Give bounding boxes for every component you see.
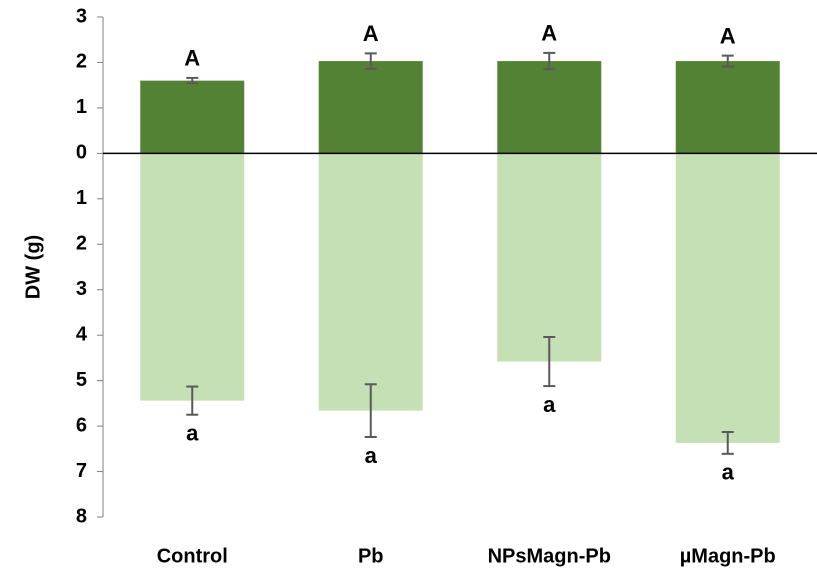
bar bbox=[318, 61, 423, 154]
y-tick-label: 0 bbox=[76, 142, 87, 164]
error-bar bbox=[186, 76, 199, 85]
error-bar bbox=[364, 383, 377, 438]
bar bbox=[675, 61, 780, 154]
significance-letter: A bbox=[184, 46, 200, 71]
y-tick-label: 3 bbox=[76, 278, 87, 300]
y-tick-label: 4 bbox=[76, 323, 88, 345]
bar bbox=[675, 153, 780, 443]
y-tick-label: 6 bbox=[76, 414, 87, 436]
significance-letter: A bbox=[541, 21, 557, 46]
bar bbox=[140, 80, 245, 154]
significance-letter: a bbox=[722, 460, 735, 485]
y-tick-label: 1 bbox=[76, 187, 87, 209]
bar bbox=[497, 61, 602, 154]
y-tick-label: 8 bbox=[76, 505, 87, 527]
x-tick-label: Pb bbox=[358, 545, 384, 567]
x-tick-label: Control bbox=[157, 545, 228, 567]
error-bar bbox=[543, 336, 556, 388]
significance-letter: A bbox=[720, 23, 736, 48]
y-tick-label: 5 bbox=[76, 369, 87, 391]
y-tick-label: 2 bbox=[76, 233, 87, 255]
error-bar bbox=[721, 431, 734, 455]
x-tick-label: NPsMagn-Pb bbox=[488, 545, 611, 567]
y-tick-label: 2 bbox=[76, 51, 87, 73]
y-axis-label: DW (g) bbox=[22, 235, 44, 299]
error-bar bbox=[186, 385, 199, 416]
y-tick-label: 3 bbox=[76, 5, 87, 27]
significance-letter: a bbox=[186, 421, 199, 446]
error-bar bbox=[364, 52, 377, 70]
significance-letter: a bbox=[543, 392, 556, 417]
bar bbox=[140, 153, 245, 401]
error-bar bbox=[721, 54, 734, 68]
y-tick-label: 7 bbox=[76, 460, 87, 482]
error-bar bbox=[543, 51, 556, 71]
bar bbox=[318, 153, 423, 411]
significance-letter: A bbox=[363, 21, 379, 46]
y-tick-label: 1 bbox=[76, 96, 87, 118]
significance-letter: a bbox=[365, 443, 378, 468]
bar bbox=[497, 153, 602, 362]
x-tick-label: µMagn-Pb bbox=[680, 545, 776, 567]
